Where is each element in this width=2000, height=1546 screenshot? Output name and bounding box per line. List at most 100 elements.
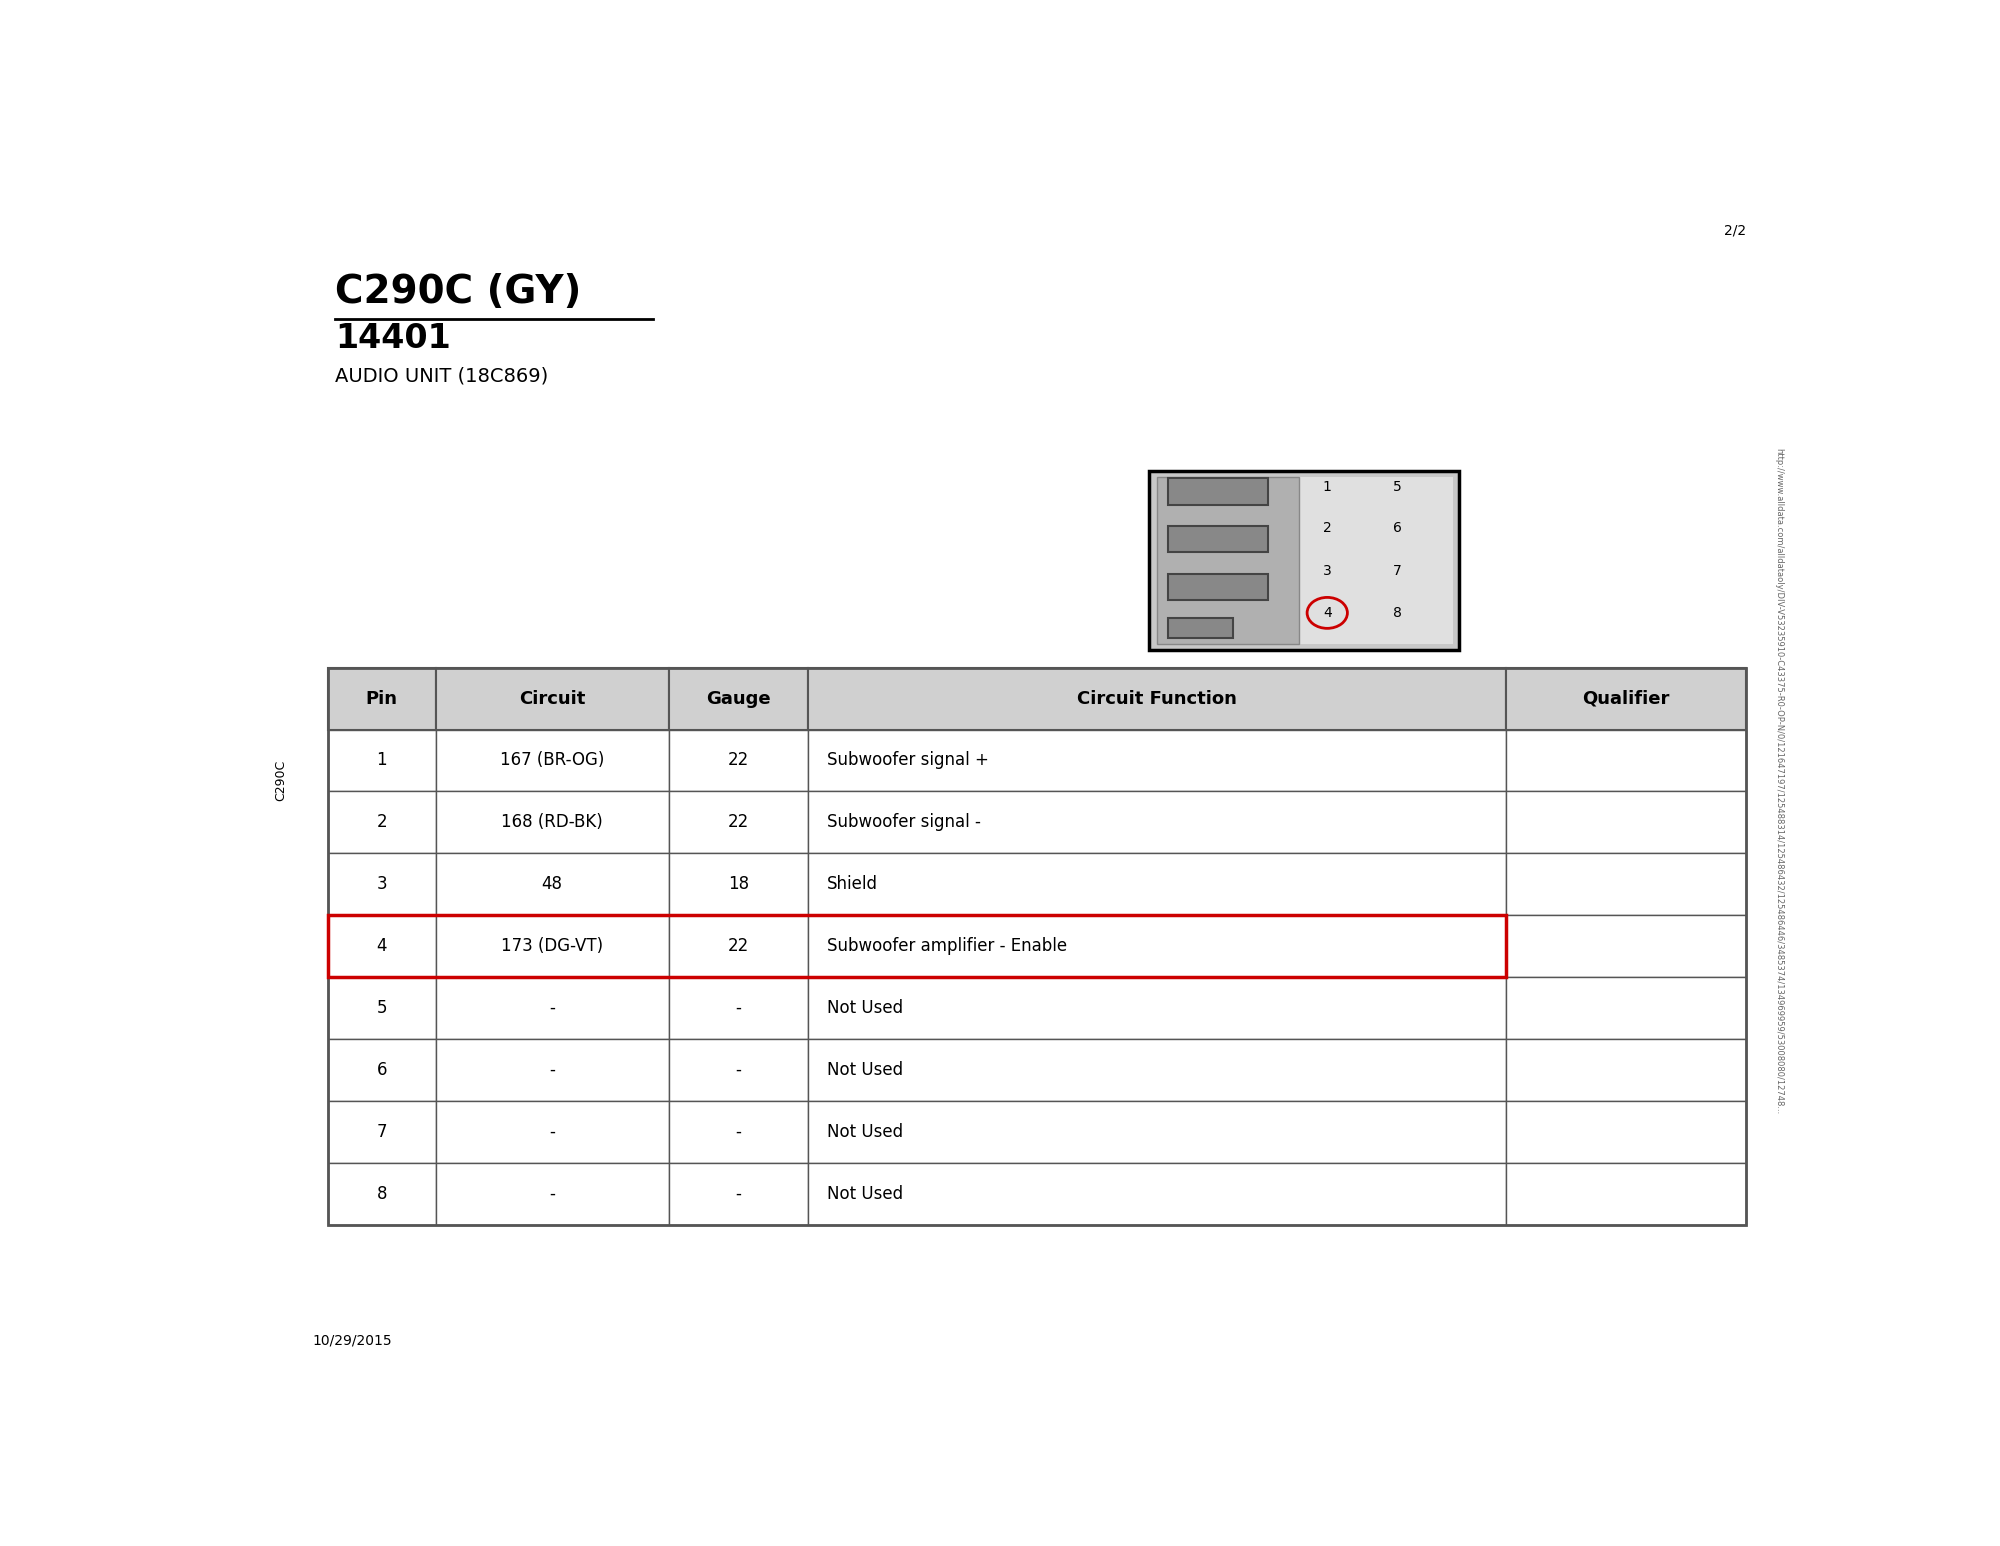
Text: 7: 7 bbox=[1392, 564, 1402, 578]
Text: -: - bbox=[550, 999, 556, 1017]
Bar bbox=[808, 1039, 1506, 1101]
Bar bbox=[1506, 792, 1746, 853]
Text: 8: 8 bbox=[1392, 606, 1402, 620]
Bar bbox=[808, 853, 1506, 915]
Bar bbox=[668, 1163, 808, 1224]
Text: 5: 5 bbox=[1392, 479, 1402, 493]
Bar bbox=[1506, 1039, 1746, 1101]
Bar bbox=[328, 730, 436, 792]
Bar bbox=[668, 915, 808, 977]
Text: Not Used: Not Used bbox=[826, 1061, 902, 1079]
Text: 22: 22 bbox=[728, 813, 748, 832]
Text: 18: 18 bbox=[728, 875, 748, 894]
Text: 173 (DG-VT): 173 (DG-VT) bbox=[502, 937, 604, 955]
Text: 2: 2 bbox=[376, 813, 388, 832]
Bar bbox=[328, 1101, 436, 1163]
Text: 10/29/2015: 10/29/2015 bbox=[312, 1333, 392, 1347]
Bar bbox=[1298, 478, 1452, 643]
Bar bbox=[808, 977, 1506, 1039]
Bar bbox=[808, 792, 1506, 853]
Bar bbox=[1506, 1163, 1746, 1224]
Text: 2/2: 2/2 bbox=[1724, 224, 1746, 238]
Bar bbox=[668, 977, 808, 1039]
Bar bbox=[1506, 915, 1746, 977]
Bar bbox=[1168, 618, 1234, 638]
Bar bbox=[436, 1163, 668, 1224]
Text: Shield: Shield bbox=[826, 875, 878, 894]
Bar bbox=[328, 915, 436, 977]
Bar bbox=[1168, 574, 1268, 600]
Bar bbox=[1168, 478, 1268, 504]
Bar bbox=[668, 1101, 808, 1163]
Text: 6: 6 bbox=[1392, 521, 1402, 535]
Bar bbox=[436, 977, 668, 1039]
Text: 48: 48 bbox=[542, 875, 562, 894]
Text: 1: 1 bbox=[376, 751, 388, 770]
Bar bbox=[668, 668, 808, 730]
Text: 2: 2 bbox=[1322, 521, 1332, 535]
Text: 3: 3 bbox=[376, 875, 388, 894]
Text: Pin: Pin bbox=[366, 690, 398, 708]
Text: -: - bbox=[736, 1184, 742, 1203]
Bar bbox=[1506, 853, 1746, 915]
Text: 5: 5 bbox=[376, 999, 388, 1017]
Bar bbox=[1506, 1101, 1746, 1163]
Text: 8: 8 bbox=[376, 1184, 388, 1203]
Bar bbox=[436, 853, 668, 915]
Text: 168 (RD-BK): 168 (RD-BK) bbox=[502, 813, 604, 832]
Text: -: - bbox=[550, 1122, 556, 1141]
Bar bbox=[436, 915, 668, 977]
Text: Not Used: Not Used bbox=[826, 1122, 902, 1141]
Bar bbox=[1148, 472, 1460, 649]
Bar bbox=[436, 1039, 668, 1101]
Bar bbox=[328, 915, 1506, 977]
Bar bbox=[328, 1039, 436, 1101]
Bar bbox=[328, 977, 436, 1039]
Text: 7: 7 bbox=[376, 1122, 388, 1141]
Bar bbox=[808, 730, 1506, 792]
Bar bbox=[436, 792, 668, 853]
Bar bbox=[668, 792, 808, 853]
Text: AUDIO UNIT (18C869): AUDIO UNIT (18C869) bbox=[336, 366, 548, 385]
Bar bbox=[436, 1101, 668, 1163]
Bar bbox=[668, 853, 808, 915]
Text: Circuit: Circuit bbox=[520, 690, 586, 708]
Text: -: - bbox=[736, 1061, 742, 1079]
Bar bbox=[1156, 478, 1300, 643]
Bar bbox=[328, 853, 436, 915]
Text: Not Used: Not Used bbox=[826, 999, 902, 1017]
Text: -: - bbox=[736, 1122, 742, 1141]
Text: Subwoofer signal -: Subwoofer signal - bbox=[826, 813, 980, 832]
Text: -: - bbox=[550, 1184, 556, 1203]
Bar bbox=[668, 1039, 808, 1101]
Bar bbox=[328, 1163, 436, 1224]
Text: 167 (BR-OG): 167 (BR-OG) bbox=[500, 751, 604, 770]
Text: http://www.alldata.com/alldataoly/DIV-V53235910-C43375-R0-OP-N/0/121647197/12548: http://www.alldata.com/alldataoly/DIV-V5… bbox=[1774, 448, 1782, 1113]
Text: Subwoofer amplifier - Enable: Subwoofer amplifier - Enable bbox=[826, 937, 1066, 955]
Bar bbox=[328, 792, 436, 853]
Bar bbox=[808, 915, 1506, 977]
Text: -: - bbox=[550, 1061, 556, 1079]
Text: Not Used: Not Used bbox=[826, 1184, 902, 1203]
Bar bbox=[668, 730, 808, 792]
Text: Gauge: Gauge bbox=[706, 690, 770, 708]
Text: -: - bbox=[736, 999, 742, 1017]
Text: C290C (GY): C290C (GY) bbox=[336, 272, 582, 311]
Bar bbox=[328, 668, 1746, 1224]
Text: C290C: C290C bbox=[274, 761, 288, 801]
Text: 1: 1 bbox=[1322, 479, 1332, 493]
Bar bbox=[808, 668, 1506, 730]
Bar bbox=[328, 668, 436, 730]
Text: Subwoofer signal +: Subwoofer signal + bbox=[826, 751, 988, 770]
Text: 22: 22 bbox=[728, 751, 748, 770]
Bar bbox=[808, 1163, 1506, 1224]
Text: 4: 4 bbox=[376, 937, 388, 955]
Text: 3: 3 bbox=[1322, 564, 1332, 578]
Text: 6: 6 bbox=[376, 1061, 388, 1079]
Text: Qualifier: Qualifier bbox=[1582, 690, 1670, 708]
Text: Circuit Function: Circuit Function bbox=[1076, 690, 1236, 708]
Bar bbox=[1506, 668, 1746, 730]
Bar bbox=[436, 730, 668, 792]
Bar bbox=[1506, 730, 1746, 792]
Bar bbox=[436, 668, 668, 730]
